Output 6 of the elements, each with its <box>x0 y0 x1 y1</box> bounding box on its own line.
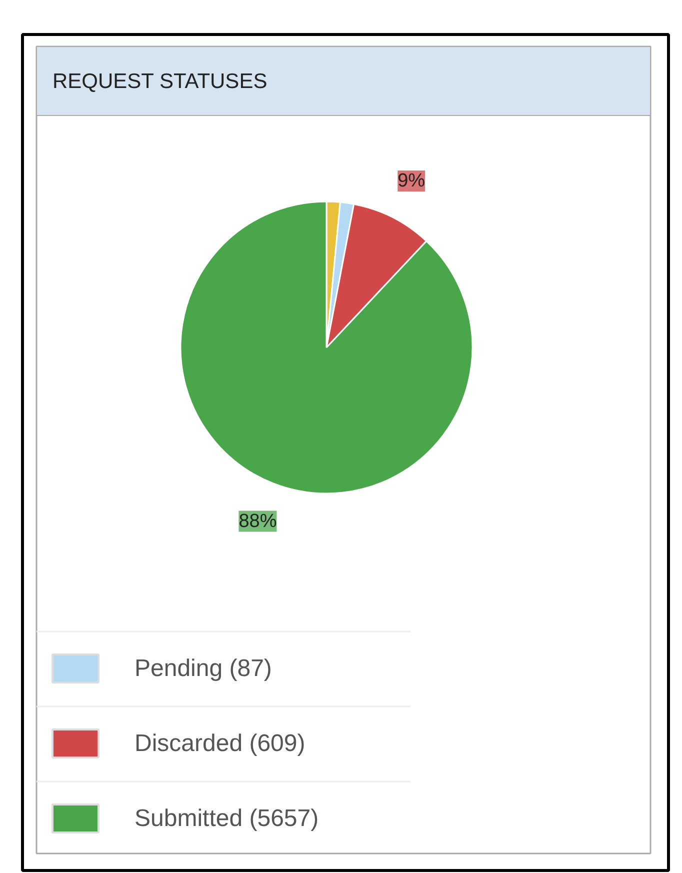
chart-title: REQUEST STATUSES <box>52 70 268 93</box>
legend-label: Submitted (5657) <box>134 805 319 832</box>
data-label: 88% <box>238 510 277 532</box>
legend-label: Discarded (609) <box>134 730 306 757</box>
data-label: 9% <box>398 170 426 192</box>
legend-label: Pending (87) <box>134 655 272 682</box>
